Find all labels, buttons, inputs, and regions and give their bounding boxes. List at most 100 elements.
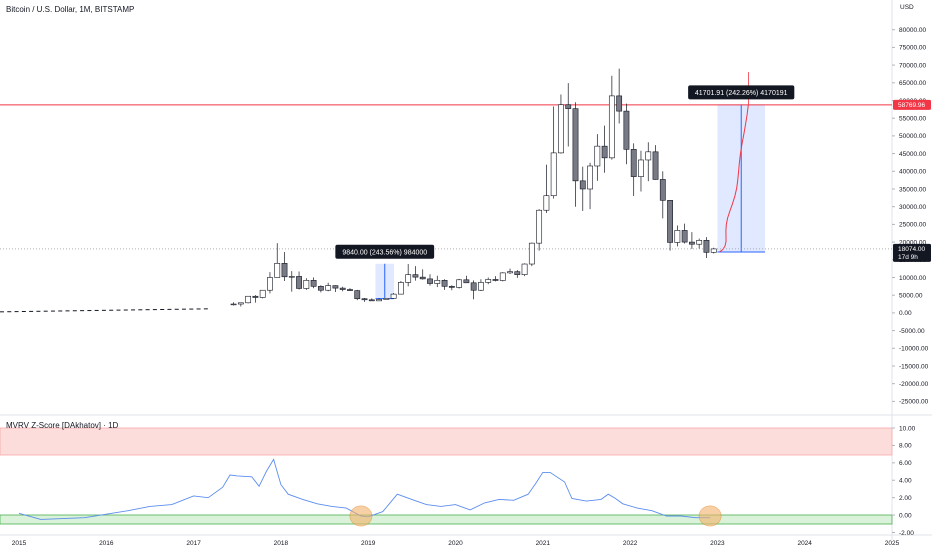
candle-body <box>303 280 310 289</box>
projection-path <box>719 104 749 253</box>
price-axis-label: 65000.00 <box>899 80 926 87</box>
candle-body <box>696 240 703 245</box>
candle-body <box>616 95 623 112</box>
candle-body <box>565 104 572 109</box>
price-axis-label: 0.00 <box>899 310 912 317</box>
candle-body <box>485 279 492 283</box>
candle-body <box>296 276 302 289</box>
candle-body <box>245 295 252 304</box>
candle-body <box>608 95 615 159</box>
time-axis-label: 2015 <box>12 540 27 547</box>
candle-body <box>427 278 433 284</box>
time-axis-label: 2018 <box>274 540 289 547</box>
time-axis-label: 2024 <box>797 540 812 547</box>
candle-body <box>434 280 441 284</box>
candle-body <box>332 285 339 289</box>
candle-body <box>376 299 382 302</box>
resistance-flag <box>893 99 931 110</box>
candle-body <box>659 179 666 201</box>
time-axis-label: 2019 <box>361 540 376 547</box>
price-axis-label: 55000.00 <box>899 115 926 122</box>
candle-body <box>463 279 470 284</box>
overbought-zone <box>0 427 893 456</box>
candle-body <box>507 271 513 274</box>
measure-label-bg <box>335 244 435 259</box>
indicator-axis-label: 10.00 <box>899 425 916 432</box>
candle-body <box>572 108 579 182</box>
price-axis-label: -20000.00 <box>899 381 929 388</box>
undervalued-zone <box>0 514 893 525</box>
candle-body <box>383 298 390 300</box>
candle-body <box>528 242 535 265</box>
candle-body <box>514 271 521 275</box>
countdown-label: 17d 9h <box>898 254 918 261</box>
time-axis-label: 2017 <box>186 540 201 547</box>
resistance-flag-label: 58769.96 <box>898 102 925 109</box>
bottom-highlight-circle <box>698 505 722 527</box>
candle-body <box>267 277 273 291</box>
candle-body <box>536 209 543 244</box>
candle-body <box>368 299 375 302</box>
indicator-axis-label: 0.00 <box>899 512 912 519</box>
candle-body <box>237 302 244 305</box>
price-axis-label: 45000.00 <box>899 151 926 158</box>
candle-body <box>412 274 419 278</box>
price-axis-label: 35000.00 <box>899 186 926 193</box>
candle-body <box>587 165 593 190</box>
time-axis-label: 2025 <box>885 540 900 547</box>
candle-body <box>354 290 361 300</box>
measure-label: 9840.00 (243.56%) 984000 <box>342 249 427 256</box>
indicator-title: MVRV Z-Score [DAkhatov] · 1D <box>6 421 119 430</box>
candle-body <box>339 287 346 290</box>
candle-body <box>667 200 673 243</box>
price-axis-label: 75000.00 <box>899 45 926 52</box>
price-axis-label: -5000.00 <box>899 328 925 335</box>
price-axis-label: 40000.00 <box>899 169 926 176</box>
candle-body <box>405 274 412 283</box>
time-axis-label: 2021 <box>536 540 551 547</box>
time-axis-label: 2016 <box>99 540 114 547</box>
candle-body <box>543 195 550 211</box>
candle-body <box>550 152 557 197</box>
candle-body <box>317 286 324 291</box>
candle-body <box>456 279 462 288</box>
candle-body <box>390 293 397 299</box>
measure-label-bg <box>688 85 795 100</box>
candle-body <box>623 110 630 150</box>
time-axis-label: 2023 <box>710 540 725 547</box>
price-axis-label: -15000.00 <box>899 363 929 370</box>
candles-group <box>230 68 717 307</box>
candle-body <box>288 276 295 278</box>
indicator-axis-label: 8.00 <box>899 443 912 450</box>
candle-body <box>325 285 332 291</box>
candle-body <box>492 279 499 281</box>
candle-body <box>645 151 652 161</box>
price-axis-label: 25000.00 <box>899 222 926 229</box>
price-axis-label: 20000.00 <box>899 239 926 246</box>
candle-body <box>448 286 455 288</box>
candle-body <box>397 282 404 295</box>
candle-body <box>361 298 368 301</box>
currency-label: USD <box>900 4 914 11</box>
price-axis-label: 50000.00 <box>899 133 926 140</box>
candle-body <box>681 230 688 243</box>
candle-body <box>652 151 659 180</box>
indicator-axis-label: 4.00 <box>899 478 912 485</box>
price-axis-label: -25000.00 <box>899 399 929 406</box>
candle-body <box>281 263 288 278</box>
time-axis-label: 2022 <box>623 540 638 547</box>
current-price-label: 18074.00 <box>898 246 925 253</box>
candle-body <box>674 230 681 243</box>
indicator-axis-label: -2.00 <box>899 530 914 537</box>
price-axis-label: 10000.00 <box>899 275 926 282</box>
price-axis-label: 80000.00 <box>899 27 926 34</box>
candle-body <box>638 159 644 177</box>
candle-body <box>688 241 695 245</box>
mvrv-series-line <box>18 458 711 520</box>
candle-body <box>252 295 259 298</box>
candle-body <box>274 263 281 278</box>
candle-body <box>259 289 266 298</box>
candle-body <box>521 263 528 275</box>
